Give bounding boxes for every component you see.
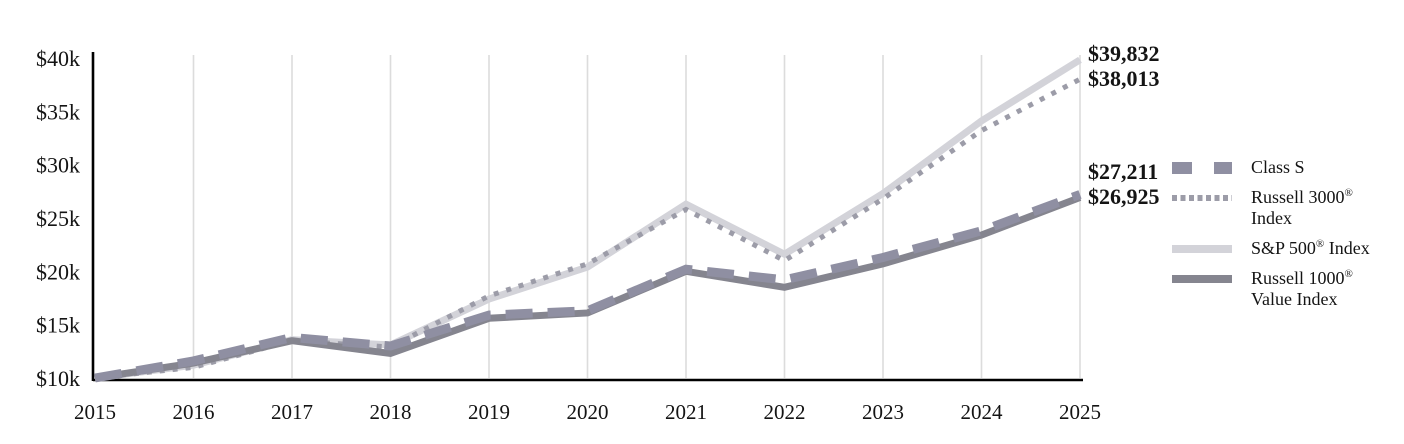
x-tick-label: 2015 <box>74 400 116 424</box>
series-line-russell-1000-value-index <box>94 194 1082 382</box>
legend-item: S&P 500® Index <box>1171 238 1401 259</box>
x-tick-label: 2020 <box>567 400 609 424</box>
y-tick-label: $35k <box>36 99 80 124</box>
x-tick-label: 2017 <box>271 400 313 424</box>
legend-item: Russell 1000® Value Index <box>1171 268 1401 310</box>
series-line-class-s <box>94 190 1082 383</box>
x-tick-label: 2024 <box>961 400 1004 424</box>
legend-label: Russell 3000® Index <box>1251 187 1353 228</box>
legend-item: Russell 3000® Index <box>1171 187 1401 229</box>
legend-swatch-solid-line-icon <box>1172 275 1232 283</box>
x-tick-label: 2018 <box>370 400 412 424</box>
x-tick-label: 2019 <box>468 400 510 424</box>
y-tick-label: $15k <box>36 313 80 338</box>
y-tick-label: $10k <box>36 366 80 391</box>
x-tick-label: 2016 <box>173 400 215 424</box>
x-tick-label: 2021 <box>665 400 707 424</box>
legend-swatch-solid-line-icon <box>1172 245 1232 253</box>
legend-label: Class S <box>1251 157 1305 177</box>
legend-label: S&P 500® Index <box>1251 238 1370 258</box>
y-tick-label: $25k <box>36 206 80 231</box>
y-tick-label: $40k <box>36 46 80 71</box>
y-tick-label: $30k <box>36 153 80 178</box>
x-tick-label: 2025 <box>1059 400 1101 424</box>
x-tick-label: 2023 <box>862 400 904 424</box>
x-tick-label: 2022 <box>764 400 806 424</box>
legend-item: Class S <box>1171 157 1401 178</box>
y-tick-label: $20k <box>36 259 80 284</box>
legend-swatch-dotted-line-icon <box>1172 195 1232 201</box>
legend-label: Russell 1000® Value Index <box>1251 268 1353 309</box>
legend-swatch-dashed-line-icon <box>1172 162 1232 174</box>
chart-legend: Class S Russell 3000® Index S&P 500® Index R… <box>1171 157 1401 319</box>
